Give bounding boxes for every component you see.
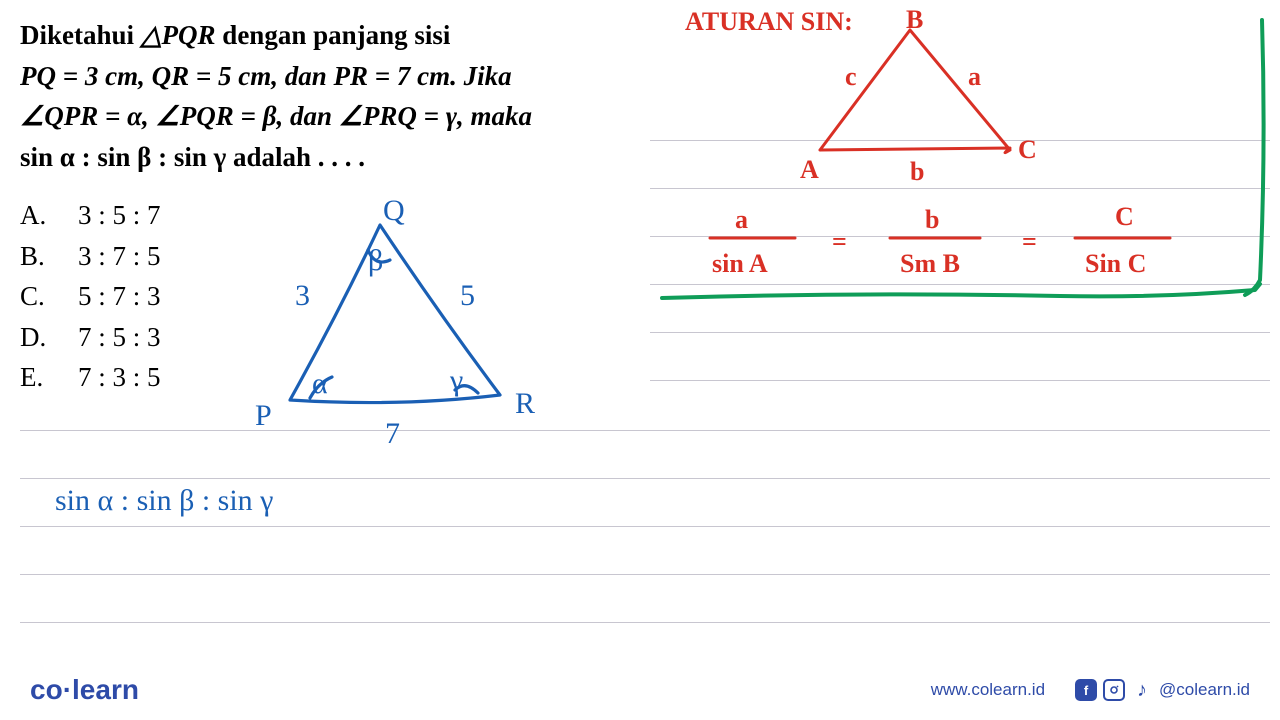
- frac-b-num: b: [925, 205, 939, 234]
- eq2: =: [1022, 227, 1037, 256]
- frac-a-den: sin A: [712, 249, 768, 278]
- label-side-a: a: [968, 62, 981, 91]
- label-side-c: c: [845, 62, 857, 91]
- label-alpha: α: [312, 367, 328, 400]
- option-b: B.3 : 7 : 5: [20, 236, 161, 277]
- colearn-logo: co·learn: [30, 674, 139, 706]
- label-pq: 3: [295, 279, 310, 312]
- footer-handle[interactable]: @colearn.id: [1159, 680, 1250, 700]
- label-side-b: b: [910, 157, 924, 186]
- footer-url[interactable]: www.colearn.id: [931, 680, 1045, 700]
- option-a: A.3 : 5 : 7: [20, 195, 161, 236]
- label-qr: 5: [460, 279, 475, 312]
- law-of-sines-notes: ATURAN SIN: B A C c a b a sin A = b Sm B…: [660, 0, 1280, 340]
- whiteboard: Diketahui △PQR dengan panjang sisi PQ = …: [0, 0, 1280, 660]
- eq1: =: [832, 227, 847, 256]
- facebook-icon[interactable]: f: [1075, 679, 1097, 701]
- sine-rule-title: ATURAN SIN:: [685, 7, 853, 36]
- option-c: C.5 : 7 : 3: [20, 276, 161, 317]
- frac-b-den: Sm B: [900, 249, 960, 278]
- svg-text:sin α : sin β : sin γ: sin α : sin β : sin γ: [55, 484, 273, 517]
- label-q: Q: [383, 195, 405, 227]
- triangle-pqr-diagram: Q P R 3 5 7 α β γ: [240, 195, 570, 455]
- label-pr: 7: [385, 417, 400, 450]
- label-C: C: [1018, 135, 1037, 164]
- problem-statement: Diketahui △PQR dengan panjang sisi PQ = …: [20, 15, 640, 177]
- label-B: B: [906, 5, 923, 34]
- option-e: E.7 : 3 : 5: [20, 357, 161, 398]
- instagram-icon[interactable]: [1103, 679, 1125, 701]
- frac-c-num: C: [1115, 202, 1134, 231]
- ruled-lines-lower: [20, 430, 1270, 660]
- label-p: P: [255, 399, 272, 432]
- frac-a-num: a: [735, 205, 748, 234]
- tiktok-icon[interactable]: ♪: [1131, 679, 1153, 701]
- label-r: R: [515, 387, 535, 420]
- label-A: A: [800, 155, 819, 184]
- footer-bar: co·learn www.colearn.id f ♪ @colearn.id: [0, 660, 1280, 720]
- label-beta: β: [368, 244, 383, 277]
- option-d: D.7 : 5 : 3: [20, 317, 161, 358]
- answer-options: A.3 : 5 : 7 B.3 : 7 : 5 C.5 : 7 : 3 D.7 …: [20, 195, 161, 398]
- label-gamma: γ: [449, 364, 463, 397]
- social-icons-group: f ♪ @colearn.id: [1075, 679, 1250, 701]
- frac-c-den: Sin C: [1085, 249, 1146, 278]
- working-line: sin α : sin β : sin γ: [50, 475, 450, 535]
